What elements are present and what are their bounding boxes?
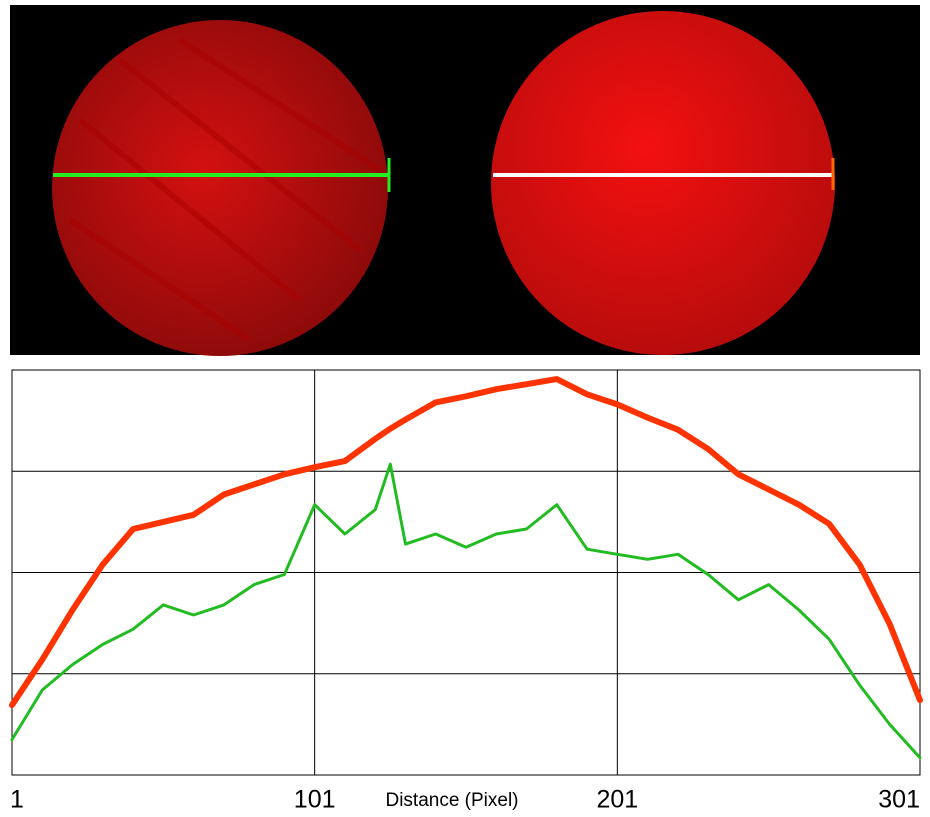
x-tick-label: 301 xyxy=(878,786,920,814)
texture xyxy=(68,37,382,343)
x-axis-label: Distance (Pixel) xyxy=(385,790,518,811)
sample-image-right xyxy=(491,11,835,355)
x-tick-label: 201 xyxy=(596,786,638,814)
x-tick-label: 101 xyxy=(294,786,336,814)
chart: Distance (Pixel) 1 101 201 301 xyxy=(9,369,923,814)
x-tick-label: 1 xyxy=(10,786,24,814)
sample-image-left xyxy=(52,20,388,356)
data-line xyxy=(10,462,922,760)
data-line xyxy=(9,376,923,709)
image-panel xyxy=(10,5,920,356)
